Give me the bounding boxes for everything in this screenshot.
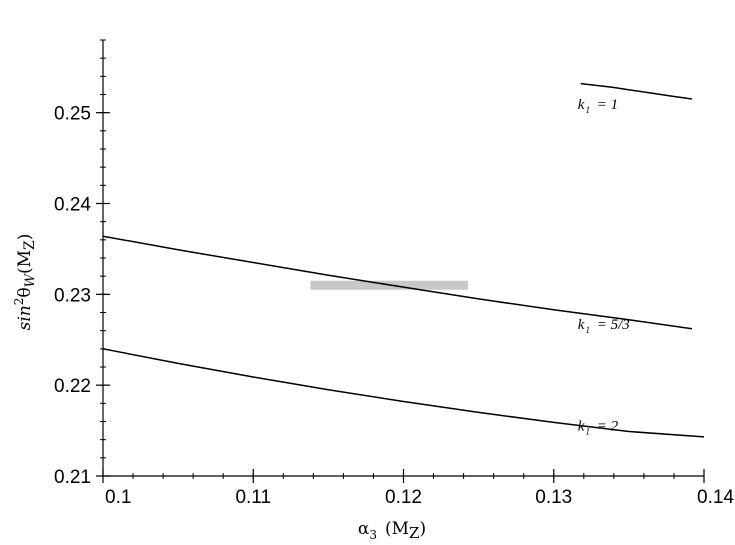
x-axis-title-argsub: Z [409, 524, 419, 542]
y-tick-label: 0.25 [54, 104, 91, 125]
x-tick-label: 0.12 [385, 487, 422, 508]
x-tick-label: 0.11 [235, 487, 271, 508]
y-axis-title-base: sin [15, 305, 35, 330]
tick-labels: 0.21 0.22 0.23 0.24 0.25 0.1 0.11 0.12 0.13 0.14 [54, 104, 734, 508]
y-axis-title-arg: (M [15, 250, 35, 274]
axes [96, 39, 705, 483]
x-axis-title: α3 (MZ) [358, 519, 426, 542]
y-tick-label: 0.21 [54, 467, 91, 488]
curves [102, 82, 705, 438]
x-axis-title-arg: (M [385, 519, 409, 539]
y-axis-title: sin2θW(MZ) [12, 234, 38, 331]
y-tick-label: 0.22 [54, 376, 91, 397]
series-label: k1 = 5/3 [578, 317, 630, 335]
x-axis-title-base: α [358, 519, 370, 539]
series-label: k1 = 1 [578, 97, 618, 115]
x-axis-title-close: ) [419, 519, 426, 539]
x-tick-label: 0.14 [697, 487, 734, 508]
y-tick-label: 0.24 [54, 195, 91, 216]
y-axis-title-theta: θ [15, 287, 35, 297]
series-line [102, 235, 693, 330]
series-line [580, 82, 693, 100]
series-label: k1 = 2 [578, 419, 619, 437]
x-tick-label: 0.1 [105, 487, 131, 508]
series-line [102, 348, 705, 438]
y-axis-title-sup: 2 [12, 298, 26, 306]
curve-labels: k1 = 1 k1 = 5/3 k1 = 2 [578, 97, 630, 437]
y-axis-title-thetasub: W [23, 272, 38, 287]
y-tick-label: 0.23 [54, 285, 91, 306]
x-axis-title-sub: 3 [369, 528, 377, 542]
x-tick-label: 0.13 [535, 487, 572, 508]
y-axis-title-close: ) [15, 234, 35, 241]
y-axis-title-argsub: Z [22, 240, 38, 250]
